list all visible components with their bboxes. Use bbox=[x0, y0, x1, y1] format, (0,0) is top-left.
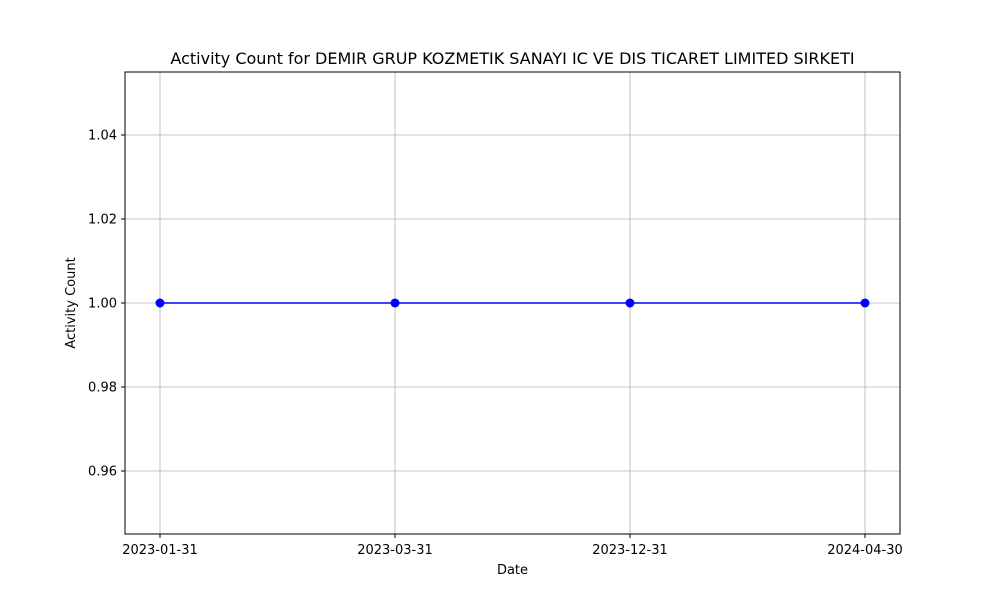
x-tick-label: 2024-04-30 bbox=[827, 543, 903, 558]
y-tick-label: 1.02 bbox=[88, 213, 117, 228]
y-tick-label: 0.98 bbox=[88, 381, 117, 396]
x-tick-label: 2023-01-31 bbox=[122, 543, 198, 558]
series-layer bbox=[155, 298, 870, 308]
x-axis: 2023-01-31 2023-03-31 2023-12-31 2024-04-30 bbox=[122, 534, 903, 558]
y-tick-label: 1.04 bbox=[88, 129, 117, 144]
x-tick-label: 2023-12-31 bbox=[592, 543, 668, 558]
y-axis: 0.96 0.98 1.00 1.02 1.04 bbox=[88, 129, 125, 480]
x-tick-label: 2023-03-31 bbox=[357, 543, 433, 558]
x-axis-label: Date bbox=[497, 563, 528, 578]
data-point bbox=[155, 298, 165, 308]
chart-title: Activity Count for DEMIR GRUP KOZMETIK S… bbox=[170, 49, 854, 68]
data-point bbox=[860, 298, 870, 308]
data-point bbox=[390, 298, 400, 308]
y-tick-label: 1.00 bbox=[88, 297, 117, 312]
y-tick-label: 0.96 bbox=[88, 465, 117, 480]
data-point bbox=[625, 298, 635, 308]
y-axis-label: Activity Count bbox=[64, 257, 79, 348]
